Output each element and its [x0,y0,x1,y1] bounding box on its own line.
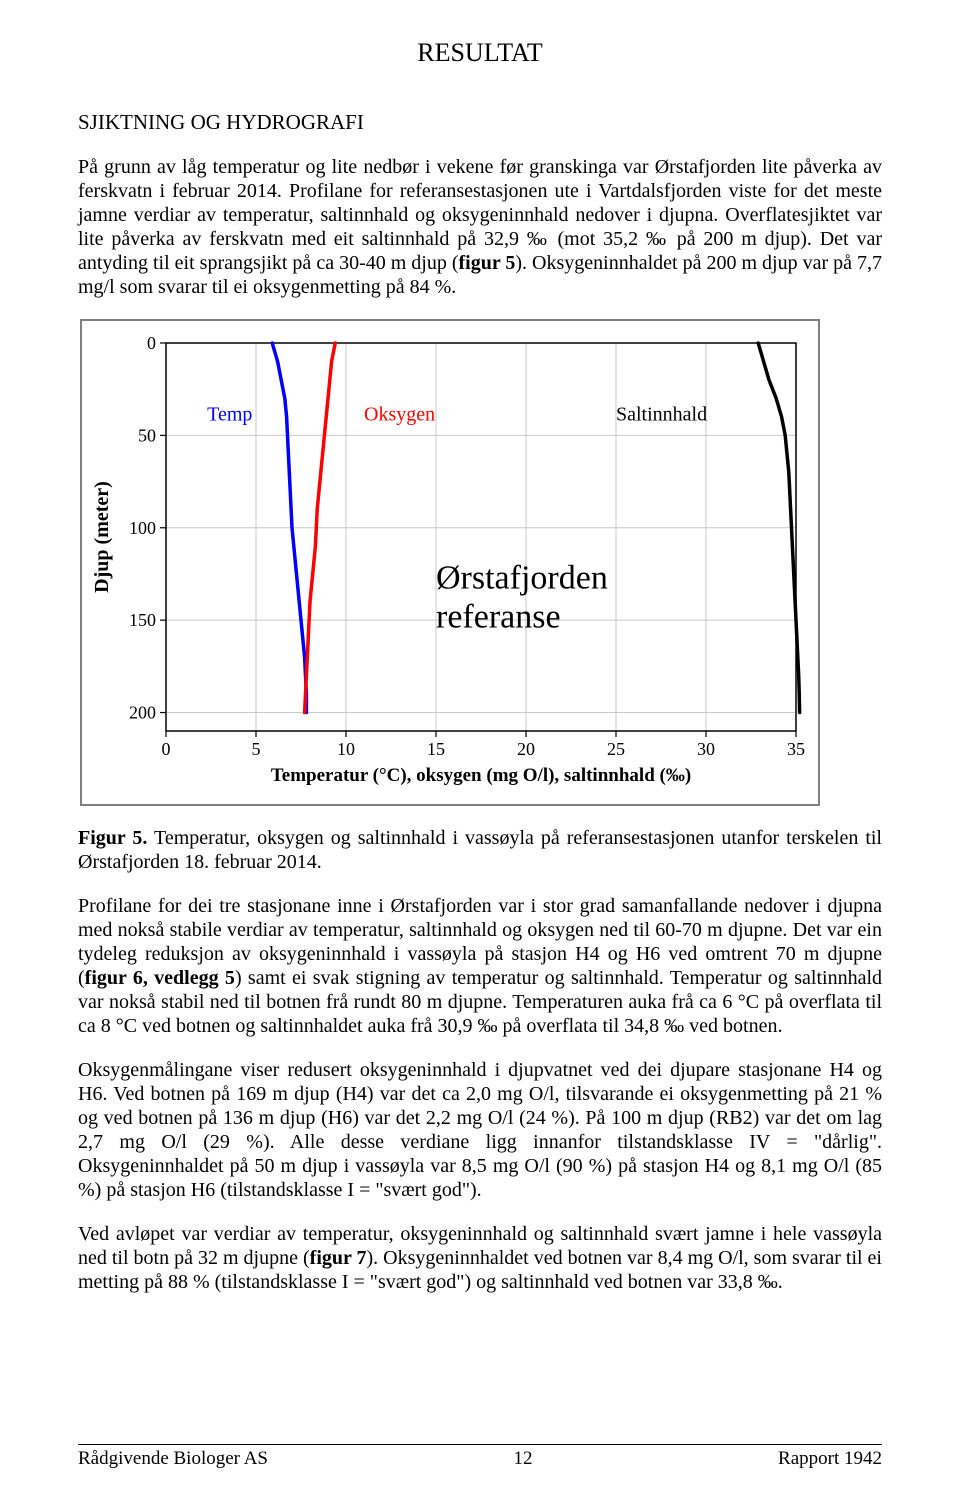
svg-text:20: 20 [517,739,535,759]
page-footer: Rådgivende Biologer AS 12 Rapport 1942 [78,1444,882,1470]
svg-text:Djup (meter): Djup (meter) [91,481,113,593]
svg-text:30: 30 [697,739,715,759]
footer-right: Rapport 1942 [778,1448,882,1470]
section-heading: SJIKTNING OG HYDROGRAFI [78,110,882,135]
svg-text:15: 15 [427,739,445,759]
svg-text:35: 35 [787,739,805,759]
page-title: RESULTAT [78,38,882,68]
caption-text: Temperatur, oksygen og saltinnhald i vas… [78,827,882,873]
svg-text:Oksygen: Oksygen [364,404,435,426]
paragraph-4: Ved avløpet var verdiar av temperatur, o… [78,1222,882,1294]
svg-text:Ørstafjorden: Ørstafjorden [436,560,608,597]
svg-text:Temperatur (°C), oksygen (mg O: Temperatur (°C), oksygen (mg O/l), salti… [271,765,691,786]
svg-text:0: 0 [147,333,156,353]
svg-text:150: 150 [129,610,156,630]
footer-left: Rådgivende Biologer AS [78,1448,268,1470]
paragraph-1: På grunn av låg temperatur og lite nedbø… [78,155,882,299]
svg-text:100: 100 [129,518,156,538]
svg-text:0: 0 [162,739,171,759]
svg-text:Saltinnhald: Saltinnhald [616,404,707,426]
svg-text:10: 10 [337,739,355,759]
paragraph-3: Oksygenmålingane viser redusert oksygeni… [78,1058,882,1202]
paragraph-2: Profilane for dei tre stasjonane inne i … [78,894,882,1038]
chart-svg: 0 5 10 15 20 25 30 35 0 50 100 150 200 Temp Oksygen Sal… [88,329,808,789]
chart-figure-5: 0 5 10 15 20 25 30 35 0 50 100 150 200 Temp Oksygen Sal… [80,319,820,806]
caption-strong: Figur 5. [78,827,147,849]
svg-text:200: 200 [129,703,156,723]
svg-text:5: 5 [252,739,261,759]
svg-text:referanse: referanse [436,599,561,636]
footer-pagenum: 12 [514,1448,533,1470]
svg-text:25: 25 [607,739,625,759]
para4-figref: figur 7 [310,1247,367,1269]
para2-figref: figur 6, vedlegg 5 [85,967,235,989]
svg-text:Temp: Temp [207,404,252,426]
svg-text:50: 50 [138,425,156,445]
para1-figref: figur 5 [459,252,516,274]
figure-5-caption: Figur 5. Temperatur, oksygen og saltinnh… [78,826,882,874]
